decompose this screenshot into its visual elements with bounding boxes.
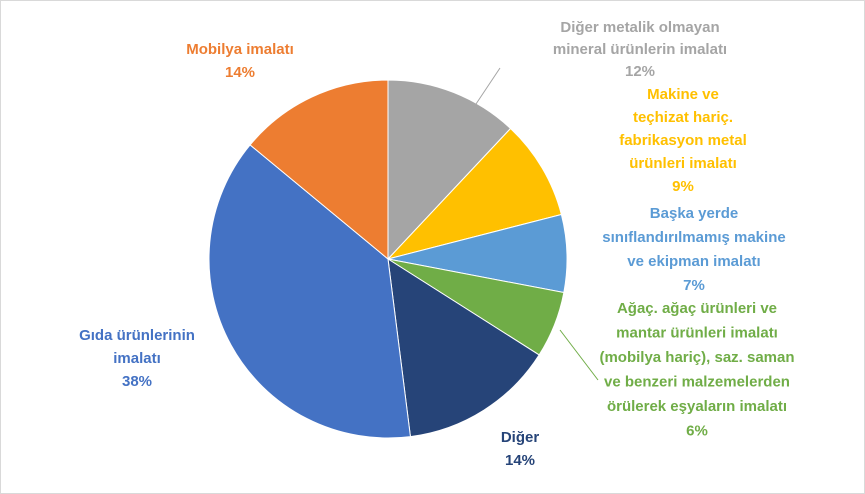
slice (387, 79, 512, 261)
value-label: 38% (122, 373, 152, 390)
slices (208, 79, 568, 439)
leader-line (461, 67, 501, 126)
value-label: 9% (672, 178, 694, 195)
value-label: 14% (225, 64, 255, 81)
slice-label: Makine ve teçhizat hariç. fabrikasyon meta… (619, 86, 747, 172)
value-label: 14% (505, 452, 535, 469)
slice-label: Gıda ürünlerinin imalatı (79, 327, 195, 367)
leader-line (559, 329, 599, 381)
slice-label: Mobilya imalatı (186, 41, 294, 58)
slice-label: Başka yerde sınıflandırılmamış makine ve e… (602, 205, 785, 270)
slice-label: Ağaç. ağaç ürünleri ve mantar ürünleri im… (599, 300, 794, 415)
slice-label: Diğer metalik olmayan mineral ürünlerin i… (553, 19, 727, 58)
slice (208, 144, 411, 439)
value-label: 6% (686, 422, 708, 439)
slice (249, 79, 389, 261)
slice (387, 258, 540, 438)
value-label: 12% (625, 63, 655, 80)
slice-label: Diğer (501, 429, 540, 446)
slice (386, 127, 562, 260)
value-label: 7% (683, 277, 705, 294)
